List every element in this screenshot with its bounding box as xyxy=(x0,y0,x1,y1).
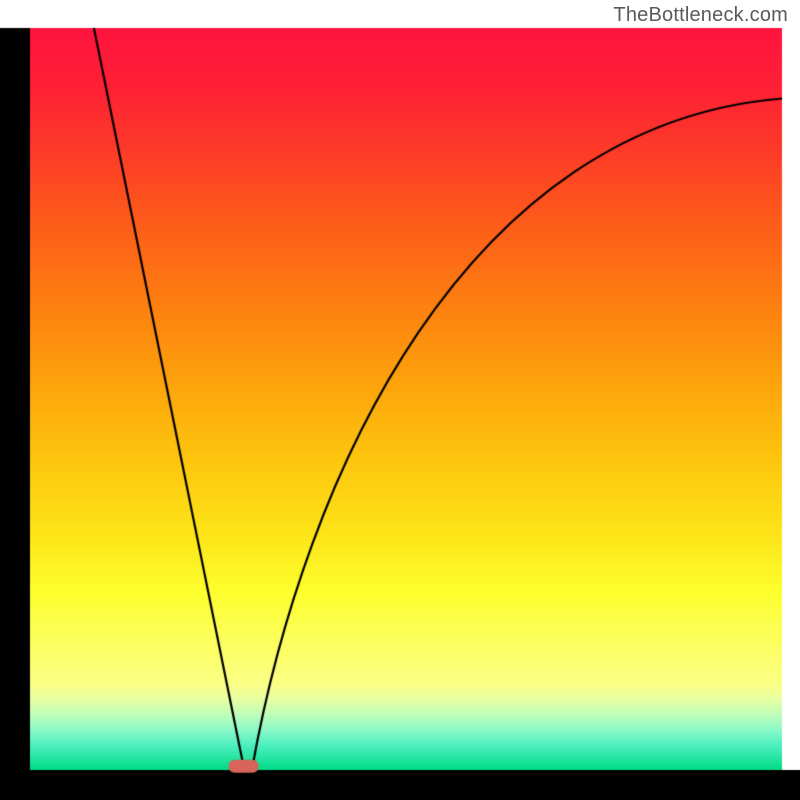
chart-root: TheBottleneck.com xyxy=(0,0,800,800)
marker-canvas xyxy=(0,0,800,800)
